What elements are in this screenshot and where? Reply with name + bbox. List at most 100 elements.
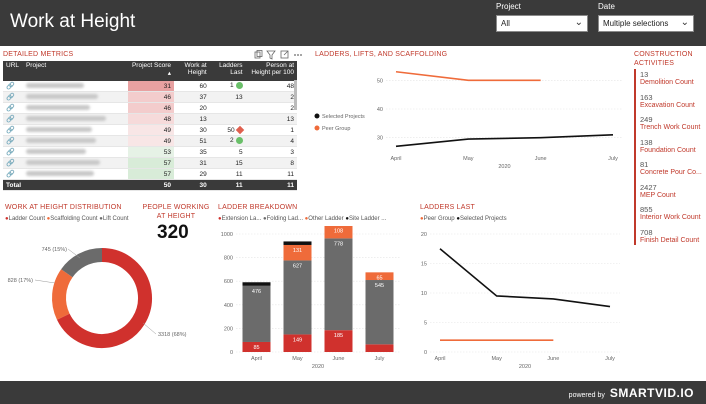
slice-label: 3318 (68%) — [158, 332, 187, 338]
y-tick-label: 0 — [230, 350, 233, 356]
y-tick-label: 800 — [224, 256, 233, 262]
table-row[interactable]: 🔗 48 13 13 — [3, 113, 297, 125]
project-link-icon[interactable]: 🔗 — [3, 81, 23, 92]
date-select-value: Multiple selections — [603, 19, 669, 28]
series-line-peer-group — [395, 70, 541, 82]
column-header[interactable]: Work at Height — [174, 61, 210, 81]
project-select[interactable]: All ⌄ — [496, 15, 588, 32]
x-tick-label: June — [333, 356, 345, 362]
ladders-last-cell — [209, 102, 246, 114]
legend-marker — [314, 125, 320, 131]
table-row[interactable]: 🔗 53 35 5 3 — [3, 146, 297, 158]
table-row[interactable]: 🔗 46 37 13 2 — [3, 91, 297, 103]
header-bar: Work at Height Project All ⌄ Date Multip… — [0, 0, 706, 46]
project-name-redacted — [22, 124, 129, 136]
project-link-icon[interactable]: 🔗 — [3, 146, 23, 158]
table-row[interactable]: 🔗 57 31 15 8 — [3, 157, 297, 169]
filter-icon[interactable] — [266, 50, 276, 60]
copy-icon[interactable] — [254, 50, 263, 59]
leader-line — [67, 248, 81, 259]
project-link-icon[interactable]: 🔗 — [3, 157, 23, 169]
project-link-icon[interactable]: 🔗 — [3, 135, 23, 147]
column-header[interactable]: Person at Height per 100 — [245, 61, 297, 81]
table-scrollbar[interactable] — [294, 80, 297, 110]
focus-mode-icon[interactable] — [280, 50, 289, 59]
activities-accent-bar — [634, 69, 636, 245]
slice-label: 828 (17%) — [8, 278, 34, 284]
y-tick-label: 20 — [421, 232, 427, 238]
legend-label: Ladder Count — [8, 216, 45, 222]
metrics-table: URL Project Project Score ▴ Work at Heigh… — [3, 61, 297, 191]
project-score-cell: 46 — [128, 91, 174, 103]
bar-segment-extension-la — [324, 330, 353, 352]
column-header[interactable]: URL — [3, 61, 23, 81]
legend-label: Extension La... — [221, 216, 262, 222]
bar-segment-folding-lad — [242, 285, 271, 342]
y-tick-label: 15 — [421, 262, 427, 268]
bar-segment-other-ladder — [324, 226, 353, 239]
column-header[interactable]: Ladders Last — [209, 61, 246, 81]
activity-count: 2427 — [640, 182, 657, 192]
table-row[interactable]: 🔗 49 30 50 1 — [3, 124, 297, 136]
y-tick-label: 5 — [424, 321, 427, 327]
y-tick-label: 10 — [421, 291, 427, 297]
legend-label: Other Ladder — [308, 216, 344, 222]
powered-by: powered by SMARTVID.IO — [569, 386, 694, 400]
table-row[interactable]: 🔗 57 29 11 11 — [3, 168, 297, 180]
activity-count: 138 — [640, 137, 653, 147]
work-at-height-cell: 31 — [174, 157, 210, 169]
table-row[interactable]: 🔗 31 60 1 48 — [3, 81, 297, 92]
column-header[interactable]: Project Score ▴ — [128, 61, 174, 81]
bar-data-label: 627 — [293, 263, 302, 269]
detailed-metrics-title: DETAILED METRICS — [3, 51, 74, 58]
ladders-last-title: LADDERS LAST — [420, 204, 475, 211]
total-person-at-height: 11 — [245, 179, 297, 191]
project-score-cell: 57 — [128, 157, 174, 169]
bar-segment-folding-lad — [324, 238, 353, 331]
person-at-height-cell: 48 — [245, 81, 297, 92]
legend-label: Selected Projects — [322, 114, 365, 120]
project-link-icon[interactable]: 🔗 — [3, 91, 23, 103]
legend-marker: ● — [345, 216, 349, 222]
project-name-redacted — [22, 146, 129, 158]
column-header[interactable]: Project — [22, 61, 129, 81]
ladders-last-value: 13 — [235, 93, 243, 101]
donut-slice-lift-count — [61, 248, 103, 278]
more-options-icon[interactable] — [294, 54, 302, 56]
project-name-redacted — [22, 113, 129, 125]
ladders-last-cell: 1 — [209, 81, 246, 92]
bar-data-label: 131 — [293, 248, 302, 254]
project-link-icon[interactable]: 🔗 — [3, 124, 23, 136]
total-work-at-height: 30 — [174, 179, 210, 191]
project-select-value: All — [501, 19, 510, 28]
bar-data-label: 545 — [375, 283, 384, 289]
status-indicator-green — [235, 82, 243, 90]
person-at-height-cell: 4 — [245, 135, 297, 147]
work-at-height-cell: 60 — [174, 81, 210, 92]
activity-item: 249 Trench Work Count — [640, 115, 700, 131]
ladders-last-cell: 15 — [209, 157, 246, 169]
project-name-redacted — [22, 81, 129, 92]
construction-activities-title: CONSTRUCTION ACTIVITIES — [634, 51, 693, 67]
table-row[interactable]: 🔗 49 51 2 4 — [3, 135, 297, 147]
table-row[interactable]: 🔗 46 20 2 — [3, 102, 297, 114]
legend-label: Peer Group — [322, 126, 350, 132]
ladders-last-legend: ●Peer Group ●Selected Projects — [420, 216, 507, 222]
project-link-icon[interactable]: 🔗 — [3, 113, 23, 125]
legend-marker: ● — [420, 216, 424, 222]
project-link-icon[interactable]: 🔗 — [3, 102, 23, 114]
bar-segment-extension-la — [242, 341, 271, 352]
activity-count: 855 — [640, 205, 653, 214]
distribution-title: WORK AT HEIGHT DISTRIBUTION — [5, 204, 122, 211]
project-score-cell: 49 — [128, 135, 174, 147]
person-at-height-cell: 1 — [245, 124, 297, 136]
work-at-height-cell: 29 — [174, 168, 210, 180]
bar-data-label: 185 — [334, 333, 343, 339]
date-select[interactable]: Multiple selections ⌄ — [598, 15, 694, 32]
project-link-icon[interactable]: 🔗 — [3, 168, 23, 180]
x-axis-label: 2020 — [498, 164, 510, 170]
project-filter-label: Project — [496, 2, 521, 11]
project-score-cell: 53 — [128, 146, 174, 158]
person-at-height-cell: 13 — [245, 113, 297, 125]
activity-item: 163 Excavation Count — [640, 93, 695, 109]
